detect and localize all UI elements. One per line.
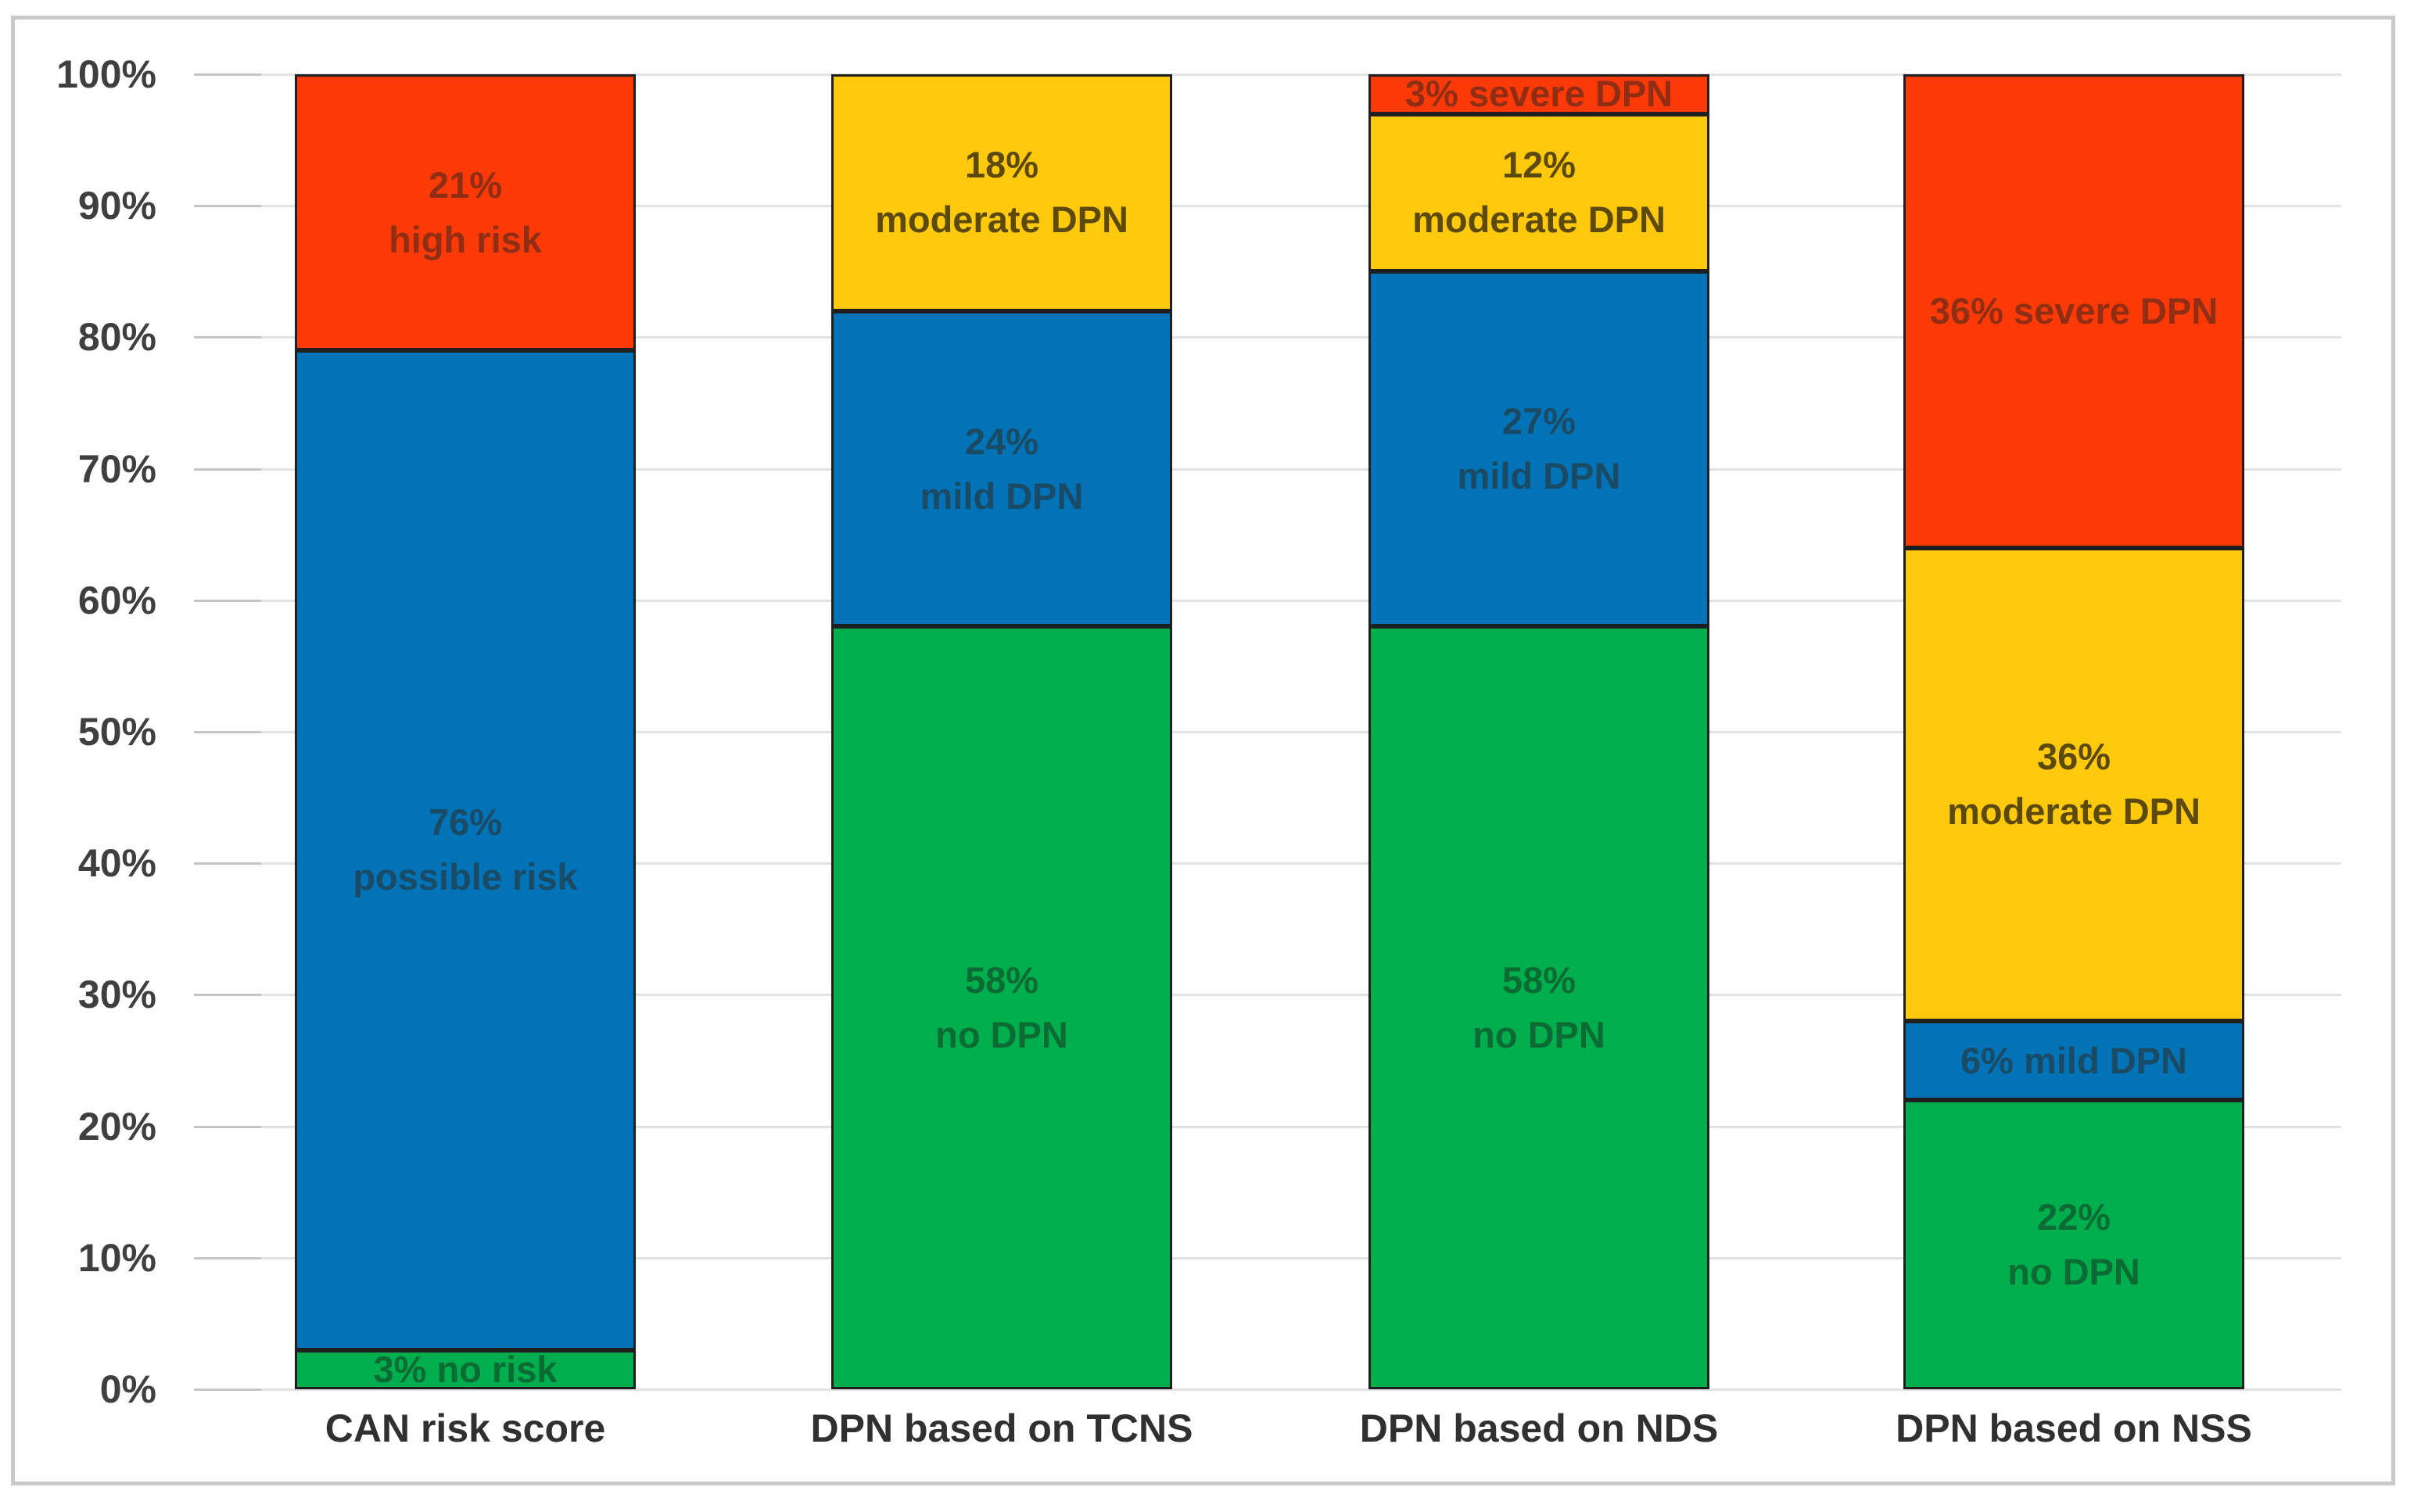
- gridline: [261, 1125, 2341, 1128]
- bar-segment-blue: 6% mild DPN: [1903, 1021, 2244, 1100]
- gridline: [261, 1388, 2341, 1391]
- bar-segment-blue: 27% mild DPN: [1368, 271, 1709, 627]
- bar-dpn-based-on-nds: 58% no DPN 27% mild DPN 12% moderate DPN 3%…: [1368, 73, 1709, 1389]
- bar-segment-yellow: 36% moderate DPN: [1903, 547, 2244, 1022]
- gridline: [261, 205, 2341, 208]
- y-tick-mark: [194, 1256, 261, 1259]
- bar-segment-blue: 76% possible risk: [295, 350, 636, 1350]
- y-tick-label-40: 40%: [77, 841, 156, 886]
- x-axis-label-dpn-based-on-nds: DPN based on NDS: [1359, 1406, 1719, 1450]
- segment-label: 3% no risk: [373, 1348, 558, 1390]
- segment-label: 36% severe DPN: [1929, 289, 2219, 331]
- segment-label: 27% mild DPN: [1457, 400, 1621, 497]
- segment-label: 24% mild DPN: [920, 420, 1084, 517]
- y-tick-label-50: 50%: [77, 710, 156, 754]
- y-tick-label-30: 30%: [77, 973, 156, 1017]
- y-tick-mark: [194, 73, 261, 76]
- segment-label: 58% no DPN: [935, 959, 1068, 1056]
- segment-label: 22% no DPN: [2007, 1195, 2140, 1292]
- y-tick-label-10: 10%: [77, 1235, 156, 1280]
- bar-segment-red: 21% high risk: [295, 74, 636, 351]
- bar-dpn-based-on-tcns: 58% no DPN 24% mild DPN 18% moderate DPN: [831, 74, 1172, 1389]
- segment-label: 21% high risk: [389, 163, 542, 260]
- y-tick-mark: [194, 1388, 261, 1391]
- y-tick-label-20: 20%: [77, 1104, 156, 1148]
- y-tick-label-100: 100%: [56, 52, 156, 96]
- y-tick-label-90: 90%: [77, 184, 156, 228]
- segment-label: 18% moderate DPN: [875, 144, 1128, 241]
- x-axis-label-dpn-based-on-tcns: DPN based on TCNS: [810, 1406, 1193, 1450]
- y-tick-mark: [194, 336, 261, 339]
- x-axis-label-dpn-based-on-nss: DPN based on NSS: [1896, 1406, 2252, 1450]
- y-tick-mark: [194, 731, 261, 733]
- bar-segment-yellow: 12% moderate DPN: [1368, 113, 1709, 272]
- bar-segment-red: 3% severe DPN: [1368, 73, 1709, 114]
- bar-segment-blue: 24% mild DPN: [831, 310, 1172, 627]
- gridline: [261, 468, 2341, 471]
- y-tick-mark: [194, 468, 261, 471]
- y-tick-label-70: 70%: [77, 446, 156, 491]
- y-tick-mark: [194, 599, 261, 602]
- bar-dpn-based-on-nss: 22% no DPN 6% mild DPN 36% moderate DPN 36%…: [1903, 74, 2244, 1389]
- y-tick-label-0: 0%: [99, 1367, 156, 1411]
- y-tick-mark: [194, 1125, 261, 1128]
- bar-segment-green: 58% no DPN: [1368, 626, 1709, 1389]
- gridline: [261, 336, 2341, 339]
- bar-can-risk-score: 3% no risk 76% possible risk 21% high risk: [295, 74, 636, 1390]
- segment-label: 58% no DPN: [1472, 959, 1605, 1056]
- gridline: [261, 599, 2341, 602]
- bar-segment-green: 22% no DPN: [1903, 1099, 2244, 1389]
- segment-label: 36% moderate DPN: [1947, 736, 2201, 833]
- gridline: [261, 731, 2341, 733]
- segment-label: 12% moderate DPN: [1412, 144, 1666, 241]
- bar-segment-yellow: 18% moderate DPN: [831, 74, 1172, 311]
- gridline: [261, 1256, 2341, 1259]
- y-tick-mark: [194, 862, 261, 865]
- bar-segment-green: 3% no risk: [295, 1349, 636, 1390]
- y-tick-label-80: 80%: [77, 315, 156, 360]
- x-axis-label-can-risk-score: CAN risk score: [325, 1406, 606, 1450]
- bar-segment-red: 36% severe DPN: [1903, 74, 2244, 548]
- gridline: [261, 73, 2341, 76]
- y-tick-mark: [194, 994, 261, 997]
- segment-label: 6% mild DPN: [1960, 1039, 2187, 1081]
- segment-label: 76% possible risk: [353, 801, 578, 898]
- segment-label: 3% severe DPN: [1404, 73, 1673, 115]
- gridline: [261, 862, 2341, 865]
- gridline: [261, 994, 2341, 997]
- y-tick-mark: [194, 205, 261, 208]
- bar-segment-green: 58% no DPN: [831, 626, 1172, 1389]
- y-tick-label-60: 60%: [77, 578, 156, 622]
